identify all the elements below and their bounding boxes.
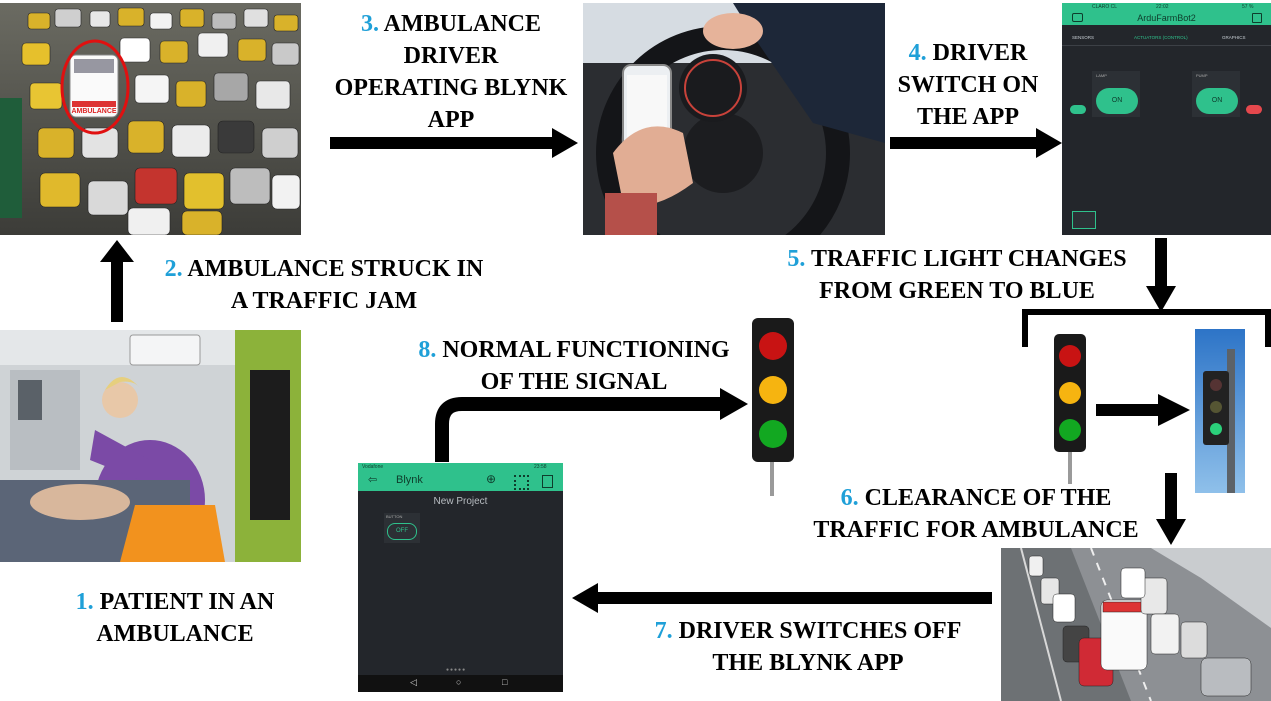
- step-7-line2: THE BLYNK APP: [712, 650, 904, 676]
- traffic-jam-photo: AMBULANCE: [0, 3, 301, 235]
- step-2-line1: AMBULANCE STRUCK IN: [187, 256, 484, 282]
- tab-graphics[interactable]: GRAPHICS: [1222, 35, 1246, 40]
- pump-label: PUMP: [1196, 73, 1208, 78]
- lamp-led: [1070, 105, 1086, 114]
- lamp-on-button[interactable]: ON: [1096, 88, 1138, 114]
- step-4-line1: DRIVER: [932, 40, 1028, 66]
- arrow-curved-step8: [435, 388, 748, 462]
- page-dots: ●●●●●: [446, 667, 467, 673]
- app-off-screenshot: Vodafone 23:58 ⇦ Blynk ⊕ New Project BUT…: [358, 463, 563, 692]
- step-3-line1: AMBULANCE: [383, 11, 542, 37]
- arrow-up-step2: [100, 240, 134, 322]
- status-time-off: 23:58: [534, 464, 547, 470]
- ambulance-text: AMBULANCE: [71, 108, 116, 115]
- status-bar: CLARO CL 22:02 57 %: [1062, 3, 1271, 11]
- add-icon[interactable]: ⊕: [486, 472, 497, 486]
- step-6-line2: TRAFFIC FOR AMBULANCE: [813, 517, 1139, 543]
- lamp-label: LAMP: [1096, 73, 1107, 78]
- patient-photo: [0, 330, 301, 562]
- highway-ambulance-photo: [1001, 548, 1271, 701]
- arrow-down-step6: [1156, 473, 1186, 545]
- window-icon[interactable]: [1252, 13, 1262, 23]
- step-6-line1: CLEARANCE OF THE: [864, 485, 1112, 511]
- arrow-right-step4: [890, 128, 1062, 158]
- step-4-line2: SWITCH ON: [897, 72, 1039, 98]
- arrow-down-step5: [1146, 238, 1176, 312]
- step-4-number: 4.: [908, 40, 927, 66]
- project-title: New Project: [433, 496, 488, 507]
- pump-led: [1246, 105, 1262, 114]
- step-4-line3: THE APP: [916, 104, 1019, 130]
- nav-recent-icon[interactable]: □: [502, 677, 508, 687]
- pump-on-button[interactable]: ON: [1196, 88, 1238, 114]
- step-7-number: 7.: [654, 618, 673, 644]
- blue-signal-photo: [1195, 329, 1245, 493]
- tab-sensors[interactable]: SENSORS: [1072, 35, 1095, 40]
- step-1-line1: PATIENT IN AN: [99, 589, 275, 615]
- app-on-screenshot: CLARO CL 22:02 57 % ArduFarmBot2 SENSORS…: [1062, 3, 1271, 235]
- step-3-number: 3.: [360, 11, 379, 37]
- driver-phone-photo: [583, 3, 885, 235]
- step-3-line3: OPERATING BLYNK: [334, 75, 568, 101]
- traffic-light-normal: [752, 318, 794, 496]
- step-5-line2: FROM GREEN TO BLUE: [819, 278, 1095, 304]
- step-1-label: 1. PATIENT IN AN AMBULANCE: [40, 586, 310, 650]
- blynk-title: Blynk: [396, 474, 423, 486]
- step-5-line1: TRAFFIC LIGHT CHANGES: [810, 246, 1127, 272]
- green-lamp: [759, 420, 787, 448]
- step-1-number: 1.: [75, 589, 94, 615]
- app-title: ArduFarmBot2: [1137, 13, 1196, 23]
- status-carrier: CLARO CL: [1092, 4, 1118, 10]
- status-bar-off: Vodafone 23:58: [358, 463, 563, 471]
- step-2-label: 2. AMBULANCE STRUCK IN A TRAFFIC JAM: [124, 253, 524, 317]
- step-5-number: 5.: [787, 246, 806, 272]
- bottom-widget-icon[interactable]: [1072, 211, 1096, 229]
- nav-bar: ◁ ○ □: [358, 675, 563, 692]
- red-lamp: [759, 332, 787, 360]
- camera-icon[interactable]: [1072, 13, 1083, 22]
- nav-home-icon[interactable]: ○: [456, 677, 462, 687]
- tab-actuators[interactable]: ACTUATORS (CONTROL): [1134, 35, 1188, 40]
- bracket-step5: [1022, 309, 1271, 347]
- arrow-left-step7: [572, 583, 992, 613]
- step-8-line2: OF THE SIGNAL: [480, 369, 668, 395]
- arrow-right-step3: [330, 128, 578, 158]
- step-6-number: 6.: [840, 485, 859, 511]
- step-3-line4: APP: [427, 107, 475, 133]
- step-8-number: 8.: [418, 337, 437, 363]
- step-7-label: 7. DRIVER SWITCHES OFF THE BLYNK APP: [620, 615, 996, 679]
- step-1-line2: AMBULANCE: [96, 621, 254, 647]
- traffic-light-green: [1054, 334, 1086, 484]
- off-button[interactable]: OFF: [387, 523, 417, 540]
- status-carrier-off: Vodafone: [362, 464, 384, 470]
- app-header: ArduFarmBot2: [1062, 11, 1271, 25]
- button-widget-label: BUTTON: [386, 514, 403, 519]
- play-icon[interactable]: [542, 475, 553, 488]
- status-time: 22:02: [1156, 4, 1169, 10]
- step-7-line1: DRIVER SWITCHES OFF: [678, 618, 962, 644]
- qr-icon[interactable]: [514, 475, 529, 490]
- back-icon[interactable]: ⇦: [368, 474, 378, 486]
- step-3-line2: DRIVER: [403, 43, 499, 69]
- step-8-line1: NORMAL FUNCTIONING: [442, 337, 730, 363]
- status-battery: 57 %: [1242, 4, 1254, 10]
- step-2-number: 2.: [164, 256, 183, 282]
- step-5-label: 5. TRAFFIC LIGHT CHANGES FROM GREEN TO B…: [752, 243, 1162, 307]
- step-2-line2: A TRAFFIC JAM: [230, 288, 418, 314]
- step-6-label: 6. CLEARANCE OF THE TRAFFIC FOR AMBULANC…: [786, 482, 1166, 546]
- step-3-label: 3. AMBULANCE DRIVER OPERATING BLYNK APP: [308, 8, 594, 136]
- app-tabs: SENSORS ACTUATORS (CONTROL) GRAPHICS: [1062, 29, 1271, 47]
- step-4-label: 4. DRIVER SWITCH ON THE APP: [886, 37, 1050, 133]
- nav-back-icon[interactable]: ◁: [410, 677, 417, 687]
- arrow-right-green-to-blue: [1096, 394, 1190, 426]
- step-8-label: 8. NORMAL FUNCTIONING OF THE SIGNAL: [384, 334, 764, 398]
- blynk-header: ⇦ Blynk ⊕: [358, 471, 563, 491]
- yellow-lamp: [759, 376, 787, 404]
